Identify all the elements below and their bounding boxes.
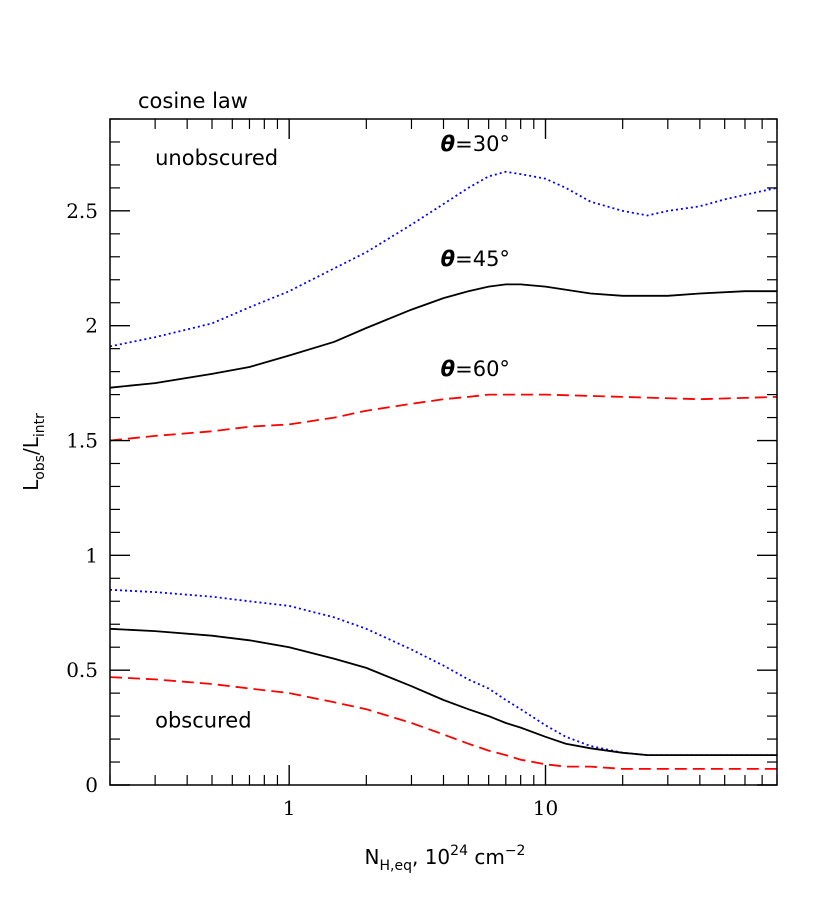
- angle-symbol: θ: [441, 357, 455, 381]
- x-ticks: 1 10: [283, 119, 558, 820]
- series-layer: [109, 170, 778, 770]
- series-line-6: [109, 676, 777, 770]
- series-line-4: [109, 588, 777, 756]
- y-tick-label-3: 1: [85, 543, 98, 567]
- angle-value: =60°: [455, 357, 510, 381]
- x-tick-label-2: 10: [533, 796, 558, 820]
- series-line-2: [109, 283, 777, 389]
- angle-label-3: θ=60°: [441, 357, 510, 381]
- minor-ticks: [109, 118, 778, 785]
- annotation-1: unobscured: [155, 146, 278, 170]
- series-line-5: [109, 627, 777, 756]
- angle-symbol: θ: [441, 247, 455, 271]
- y-axis-title: Lobs/Lintr: [19, 413, 48, 491]
- y-axis-sub2: intr: [32, 413, 48, 437]
- x-axis-sub: H,eq: [380, 858, 412, 874]
- series-line-3: [109, 393, 778, 442]
- y-ticks: 0 0.5 1 1.5 2 2.5: [66, 199, 777, 797]
- x-axis-base: N: [365, 845, 380, 869]
- chart-title: cosine law: [138, 89, 248, 113]
- annotation-2: obscured: [155, 709, 251, 733]
- y-axis-slash: /: [19, 448, 43, 455]
- x-axis-title: NH,eq, 1024 cm−2: [365, 843, 526, 874]
- x-axis-sup: 24: [450, 843, 468, 859]
- y-axis-base1: L: [19, 479, 43, 491]
- y-tick-label-6: 2.5: [66, 199, 98, 223]
- x-tick-label-1: 1: [283, 796, 296, 820]
- y-tick-label-1: 0: [85, 773, 98, 797]
- y-tick-label-4: 1.5: [66, 429, 98, 453]
- y-tick-label-2: 0.5: [66, 658, 98, 682]
- plot-frame: [109, 118, 778, 786]
- x-axis-unit: cm: [468, 845, 505, 869]
- y-axis-sub1: obs: [32, 455, 48, 480]
- angle-symbol: θ: [441, 132, 455, 156]
- y-tick-label-5: 2: [85, 314, 98, 338]
- angle-value: =30°: [455, 132, 510, 156]
- angle-label-1: θ=30°: [441, 132, 510, 156]
- x-axis-rest: , 10: [412, 845, 450, 869]
- series-line-1: [109, 170, 778, 348]
- y-axis-base2: L: [19, 436, 43, 448]
- angle-value: =45°: [455, 247, 510, 271]
- angle-label-2: θ=45°: [441, 247, 510, 271]
- x-axis-unit-sup: −2: [505, 843, 526, 859]
